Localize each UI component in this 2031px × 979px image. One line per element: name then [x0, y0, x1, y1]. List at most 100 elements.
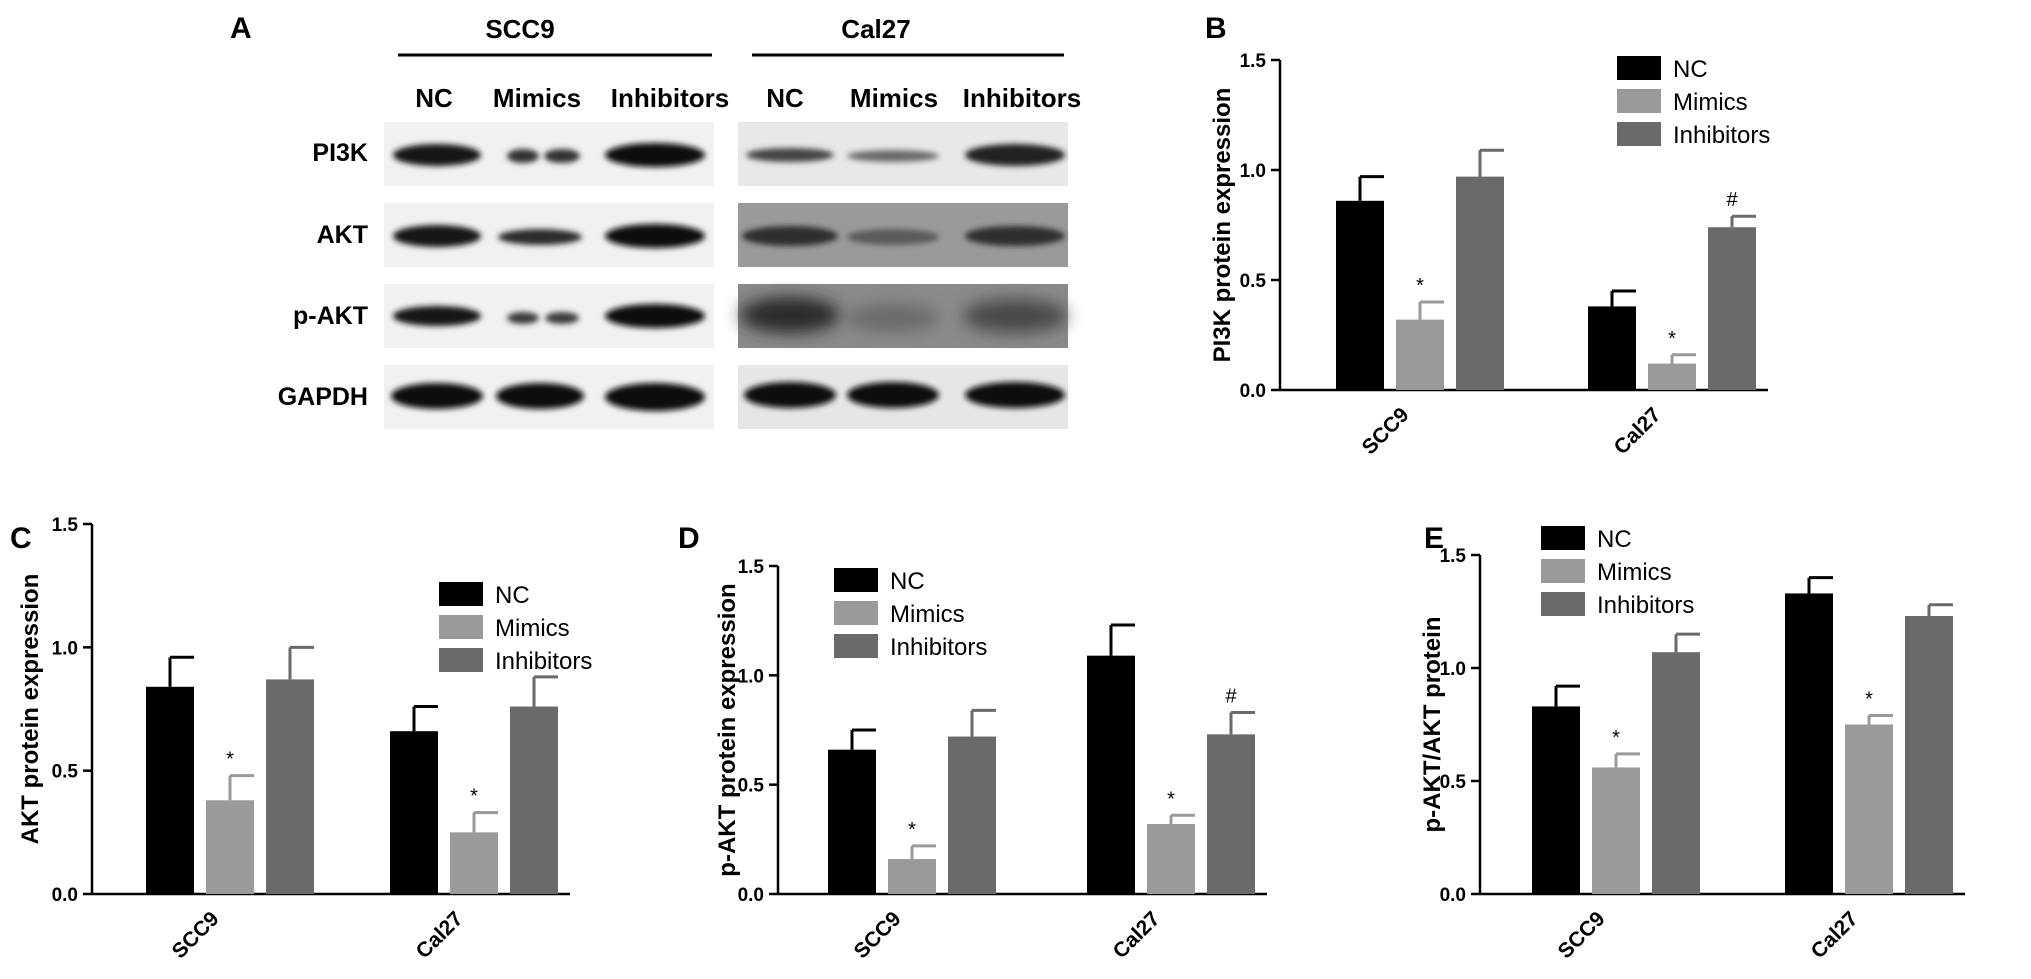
y-tick-label: 1.5: [52, 515, 79, 536]
significance-mark: *: [226, 749, 234, 771]
blot-band-akt-cal27-nc: [742, 226, 838, 246]
y-tick-label: 0.5: [738, 776, 765, 797]
bar-inhibitors-cal27: [1905, 616, 1953, 894]
blot-band-p-akt-scc9-inhibitors: [605, 304, 705, 328]
blot-lane-nc-cal27: NC: [766, 83, 804, 113]
blot-lane-mimics-cal27: Mimics: [850, 83, 938, 113]
x-category-label: SCC9: [850, 907, 906, 963]
bar-inhibitors-scc9: [1652, 652, 1700, 894]
bar-mimics-scc9: [1396, 319, 1444, 390]
bar-mimics-cal27: [450, 832, 498, 894]
legend-label-mimics: Mimics: [1597, 559, 1672, 586]
blot-band-pi3k-cal27-inhibitors: [965, 144, 1065, 166]
panel-letter-c: C: [10, 522, 32, 555]
y-tick-label: 1.5: [1440, 546, 1467, 567]
x-category-label: Cal27: [1807, 907, 1863, 963]
blot-band-akt-cal27-mimics: [847, 229, 939, 245]
bar-mimics-cal27: [1147, 824, 1195, 894]
blot-lane-inhibitors-scc9: Inhibitors: [611, 83, 729, 113]
bar-nc-scc9: [146, 686, 194, 894]
significance-mark: *: [470, 786, 478, 808]
bar-nc-scc9: [828, 749, 876, 894]
legend-swatch-inhibitors: [1617, 122, 1661, 146]
significance-mark: *: [1668, 328, 1676, 350]
y-tick-label: 0.5: [1240, 271, 1267, 292]
x-category-label: Cal27: [1109, 907, 1165, 963]
legend-label-nc: NC: [495, 582, 530, 609]
y-tick-label: 1.5: [1240, 51, 1267, 72]
bar-nc-cal27: [1087, 655, 1135, 894]
x-category-label: Cal27: [1610, 403, 1666, 459]
blot-band-akt-scc9-nc: [393, 225, 481, 247]
bar-nc-scc9: [1532, 706, 1580, 894]
panel-c: C 0.0 0.5 1.0 1.5 AKT protein expression * * SC…: [10, 515, 592, 963]
y-tick-label: 0.0: [738, 885, 764, 906]
legend-swatch-mimics: [1541, 559, 1585, 583]
blot-band-gapdh-scc9-mimics: [496, 383, 584, 409]
blot-row-label-pi3k: PI3K: [312, 139, 368, 167]
blot-lane-mimics-scc9: Mimics: [493, 83, 581, 113]
legend-swatch-nc: [1541, 526, 1585, 550]
bar-inhibitors-cal27: [510, 706, 558, 894]
blot-band-p-akt-scc9-mimics-2: [545, 312, 579, 324]
y-tick-label: 0.0: [1240, 381, 1266, 402]
panel-a: A SCC9 Cal27 NC Mimics Inhibitors NC Mim…: [230, 12, 1081, 429]
bar-nc-scc9: [1336, 200, 1384, 390]
y-axis-title: p-AKT protein expression: [714, 583, 741, 876]
y-tick-label: 0.0: [1440, 885, 1466, 906]
y-tick-label: 0.5: [1440, 772, 1467, 793]
panel-letter-b: B: [1205, 12, 1227, 45]
legend-label-mimics: Mimics: [495, 615, 570, 642]
panel-letter-e: E: [1424, 522, 1444, 555]
bar-inhibitors-scc9: [1456, 176, 1504, 390]
bar-mimics-cal27: [1648, 363, 1696, 390]
legend-label-nc: NC: [890, 568, 925, 595]
legend-swatch-mimics: [834, 601, 878, 625]
legend-label-mimics: Mimics: [1673, 89, 1748, 116]
bar-mimics-cal27: [1845, 724, 1893, 894]
legend-label-inhibitors: Inhibitors: [495, 648, 592, 675]
blot-band-gapdh-cal27-inhibitors: [965, 382, 1065, 408]
blot-band-p-akt-cal27-nc: [740, 297, 840, 333]
bar-inhibitors-cal27: [1207, 734, 1255, 894]
panel-letter-d: D: [678, 522, 700, 555]
legend-swatch-inhibitors: [439, 648, 483, 672]
blot-band-pi3k-cal27-mimics: [847, 150, 939, 162]
bar-nc-cal27: [1588, 306, 1636, 390]
legend-label-inhibitors: Inhibitors: [1597, 592, 1694, 619]
bar-nc-cal27: [390, 731, 438, 894]
x-category-label: SCC9: [1554, 907, 1610, 963]
bar-mimics-scc9: [1592, 767, 1640, 894]
blot-band-pi3k-cal27-nc: [746, 148, 834, 162]
legend-label-inhibitors: Inhibitors: [1673, 122, 1770, 149]
blot-band-p-akt-scc9-mimics-1: [507, 312, 539, 324]
legend-label-inhibitors: Inhibitors: [890, 634, 987, 661]
bar-mimics-scc9: [888, 859, 936, 894]
y-tick-label: 1.0: [738, 666, 764, 687]
blot-band-akt-cal27-inhibitors: [965, 226, 1065, 246]
legend-swatch-nc: [1617, 56, 1661, 80]
significance-mark: *: [1167, 788, 1175, 810]
blot-band-p-akt-cal27-mimics: [847, 304, 939, 332]
significance-mark: *: [1865, 688, 1873, 710]
blot-band-gapdh-cal27-nc: [744, 382, 836, 408]
significance-mark: *: [908, 819, 916, 841]
significance-mark: #: [1225, 686, 1237, 708]
bar-chart-e: 0.0 0.5 1.0 1.5 p-AKT/AKT protein * * SCC9 Cal27…: [1419, 526, 1965, 963]
blot-header-scc9: SCC9: [485, 14, 554, 44]
bar-inhibitors-scc9: [266, 679, 314, 894]
blot-band-pi3k-scc9-nc: [393, 144, 481, 166]
panel-letter-a: A: [230, 12, 252, 45]
y-tick-label: 1.5: [738, 557, 765, 578]
y-tick-label: 1.0: [1440, 659, 1466, 680]
blot-header-cal27: Cal27: [841, 14, 910, 44]
x-category-label: Cal27: [412, 907, 468, 963]
blot-image: [384, 122, 1068, 429]
x-category-label: SCC9: [1358, 403, 1414, 459]
blot-band-akt-scc9-mimics: [498, 229, 582, 245]
legend-label-nc: NC: [1597, 526, 1632, 553]
blot-band-pi3k-scc9-mimics-2: [544, 149, 580, 163]
